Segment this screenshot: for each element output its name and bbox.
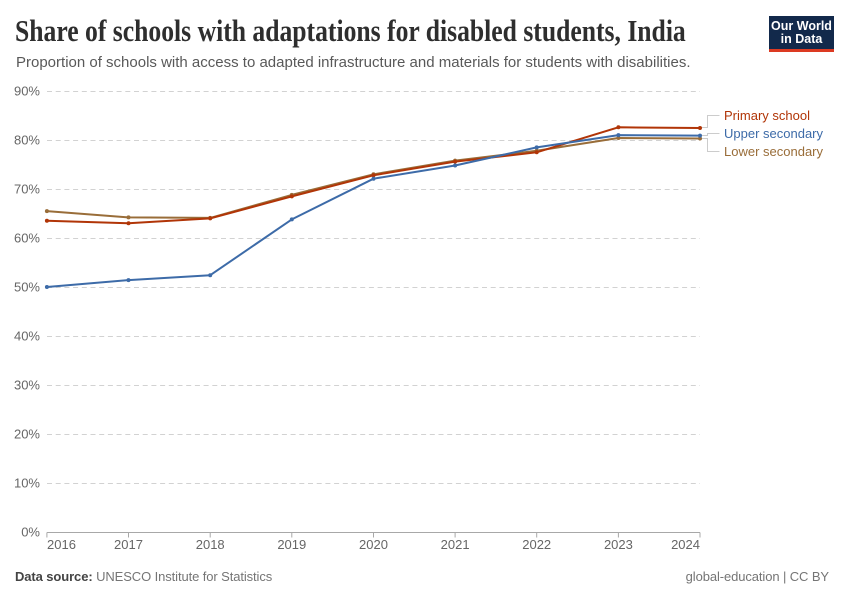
svg-text:2019: 2019: [277, 537, 306, 552]
svg-text:2018: 2018: [196, 537, 225, 552]
svg-text:50%: 50%: [14, 280, 40, 295]
svg-text:2024: 2024: [671, 537, 700, 552]
svg-text:60%: 60%: [14, 231, 40, 246]
svg-text:30%: 30%: [14, 378, 40, 393]
svg-text:Upper secondary: Upper secondary: [724, 126, 823, 141]
svg-text:2016: 2016: [47, 537, 76, 552]
svg-text:2023: 2023: [604, 537, 633, 552]
svg-text:70%: 70%: [14, 182, 40, 197]
svg-text:2022: 2022: [522, 537, 551, 552]
svg-text:20%: 20%: [14, 427, 40, 442]
svg-text:Lower secondary: Lower secondary: [724, 144, 823, 159]
svg-text:2021: 2021: [441, 537, 470, 552]
svg-text:80%: 80%: [14, 133, 40, 148]
svg-text:10%: 10%: [14, 476, 40, 491]
svg-text:0%: 0%: [21, 525, 40, 540]
svg-text:40%: 40%: [14, 329, 40, 344]
svg-text:2017: 2017: [114, 537, 143, 552]
svg-text:Primary school: Primary school: [724, 108, 810, 123]
svg-text:2020: 2020: [359, 537, 388, 552]
svg-text:90%: 90%: [14, 84, 40, 99]
